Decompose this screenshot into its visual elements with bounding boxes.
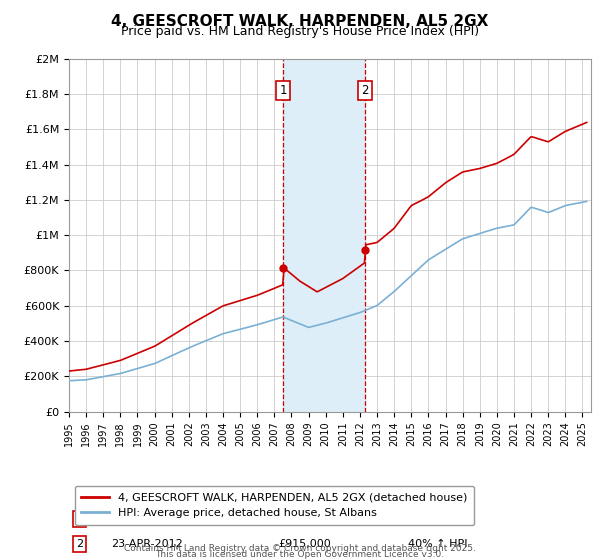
Text: This data is licensed under the Open Government Licence v3.0.: This data is licensed under the Open Gov…: [155, 550, 445, 559]
Text: 23-APR-2012: 23-APR-2012: [111, 539, 182, 549]
Bar: [283, 59, 365, 412]
Text: 1: 1: [76, 514, 83, 524]
Text: 2: 2: [361, 84, 369, 97]
Text: 4, GEESCROFT WALK, HARPENDEN, AL5 2GX: 4, GEESCROFT WALK, HARPENDEN, AL5 2GX: [112, 14, 488, 29]
Legend: 4, GEESCROFT WALK, HARPENDEN, AL5 2GX (detached house), HPI: Average price, deta: 4, GEESCROFT WALK, HARPENDEN, AL5 2GX (d…: [74, 486, 474, 525]
Text: 40% ↑ HPI: 40% ↑ HPI: [409, 539, 468, 549]
Text: 29-JUN-2007: 29-JUN-2007: [111, 514, 182, 524]
Text: 2: 2: [76, 539, 83, 549]
Text: £915,000: £915,000: [278, 539, 331, 549]
Text: 35% ↑ HPI: 35% ↑ HPI: [409, 514, 467, 524]
Text: Contains HM Land Registry data © Crown copyright and database right 2025.: Contains HM Land Registry data © Crown c…: [124, 544, 476, 553]
Text: 1: 1: [279, 84, 287, 97]
Text: Price paid vs. HM Land Registry's House Price Index (HPI): Price paid vs. HM Land Registry's House …: [121, 25, 479, 38]
Text: £813,400: £813,400: [278, 514, 331, 524]
